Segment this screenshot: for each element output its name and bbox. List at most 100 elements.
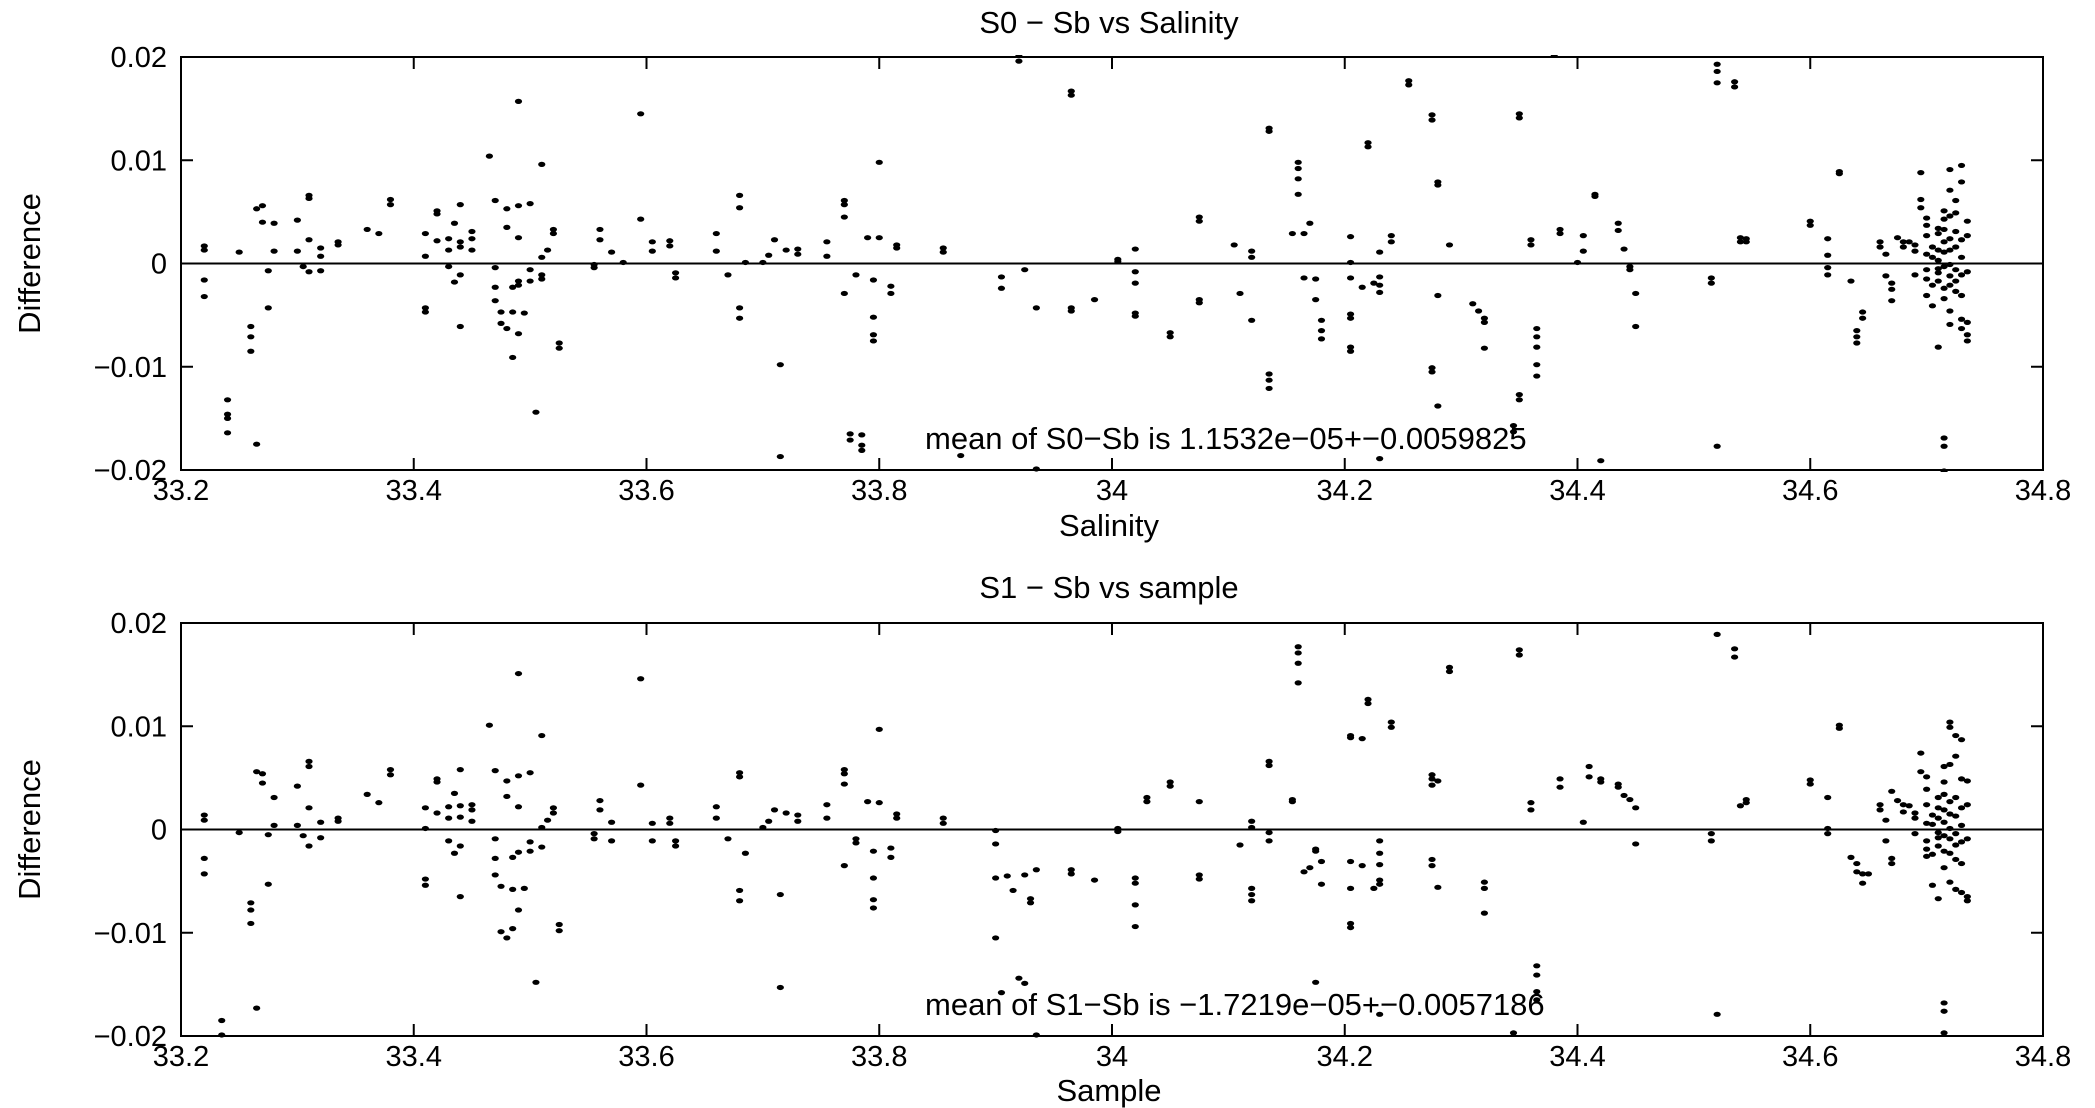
data-point [1166, 334, 1174, 340]
data-point [1806, 781, 1814, 787]
data-point [538, 254, 546, 260]
data-point [823, 815, 831, 821]
data-point [1265, 838, 1273, 844]
data-point [1346, 344, 1355, 350]
data-point [497, 320, 505, 326]
data-point [1957, 162, 1966, 169]
data-point [1317, 336, 1326, 342]
x-tick-label: 34.8 [2015, 1041, 2071, 1073]
data-point [776, 362, 784, 368]
data-point [1963, 802, 1971, 808]
data-point [270, 248, 278, 254]
data-point [445, 247, 453, 253]
data-point [1614, 220, 1622, 226]
data-point [1515, 111, 1523, 117]
data-point [1003, 873, 1011, 879]
x-tick-label: 34 [1096, 1041, 1128, 1073]
data-point [450, 850, 459, 856]
data-point [1405, 78, 1413, 84]
data-point [514, 331, 523, 337]
data-point [509, 354, 517, 361]
data-point [1509, 423, 1518, 429]
data-point [1480, 345, 1488, 351]
data-point [299, 263, 307, 270]
data-point [1515, 115, 1523, 121]
data-point [1940, 779, 1948, 785]
data-point [1445, 664, 1454, 670]
data-point [1445, 242, 1454, 248]
data-point [1940, 239, 1948, 245]
data-point [1864, 871, 1873, 877]
data-point [1963, 898, 1971, 904]
y-tick-label: 0 [151, 815, 167, 847]
data-point [1946, 799, 1954, 805]
data-point [1626, 267, 1634, 273]
data-point [1940, 468, 1948, 472]
data-point [1131, 902, 1139, 908]
data-point [1911, 248, 1919, 254]
x-tick-label: 33.6 [618, 1041, 674, 1073]
data-point [1893, 235, 1902, 241]
data-point [1428, 776, 1436, 782]
data-point [794, 246, 802, 252]
data-point [1940, 263, 1948, 270]
data-point [1265, 377, 1273, 383]
data-point [782, 810, 790, 816]
data-point [264, 268, 272, 274]
data-point [1294, 159, 1302, 165]
data-point [1376, 877, 1384, 883]
data-point [1853, 328, 1861, 334]
data-point [1312, 276, 1320, 282]
data-point [1515, 392, 1523, 398]
data-point [1923, 276, 1931, 282]
data-point [1934, 230, 1942, 237]
data-point [1952, 197, 1960, 204]
data-point [1963, 778, 1971, 784]
data-point [200, 817, 208, 823]
data-point [1923, 267, 1931, 273]
data-point [1713, 443, 1721, 449]
data-point [1364, 144, 1372, 150]
data-point [1533, 325, 1541, 332]
data-point [1533, 972, 1541, 978]
data-point [596, 237, 604, 243]
data-point [1428, 365, 1436, 371]
data-point [1387, 719, 1395, 725]
data-point [1632, 323, 1640, 330]
data-point [666, 815, 674, 821]
data-point [1934, 835, 1942, 841]
data-point [334, 242, 342, 248]
data-point [736, 770, 744, 776]
data-point [887, 854, 895, 860]
data-point [456, 803, 464, 809]
data-point [1957, 805, 1966, 811]
data-point [386, 196, 395, 203]
data-point [1527, 242, 1535, 248]
data-point [770, 237, 779, 243]
data-point [317, 253, 325, 259]
data-point [736, 887, 744, 894]
data-point [1294, 650, 1302, 656]
data-point [526, 770, 534, 776]
data-point [1946, 236, 1954, 242]
data-point [1940, 819, 1948, 825]
data-point [1556, 230, 1564, 237]
data-point [1899, 244, 1907, 250]
data-point [666, 820, 674, 826]
data-point [782, 247, 790, 253]
data-point [887, 845, 895, 851]
data-point [1434, 884, 1442, 890]
data-point [590, 265, 598, 271]
data-point [794, 818, 802, 824]
data-point [1946, 187, 1954, 193]
data-point [538, 276, 546, 282]
data-point [1614, 227, 1622, 234]
data-point [1370, 885, 1378, 891]
data-point [1480, 910, 1488, 916]
data-point [264, 881, 272, 887]
data-point [468, 818, 476, 824]
data-point [1923, 251, 1931, 257]
y-tick-label: −0.01 [94, 918, 167, 950]
data-point [1963, 233, 1971, 239]
data-point [1940, 285, 1948, 291]
